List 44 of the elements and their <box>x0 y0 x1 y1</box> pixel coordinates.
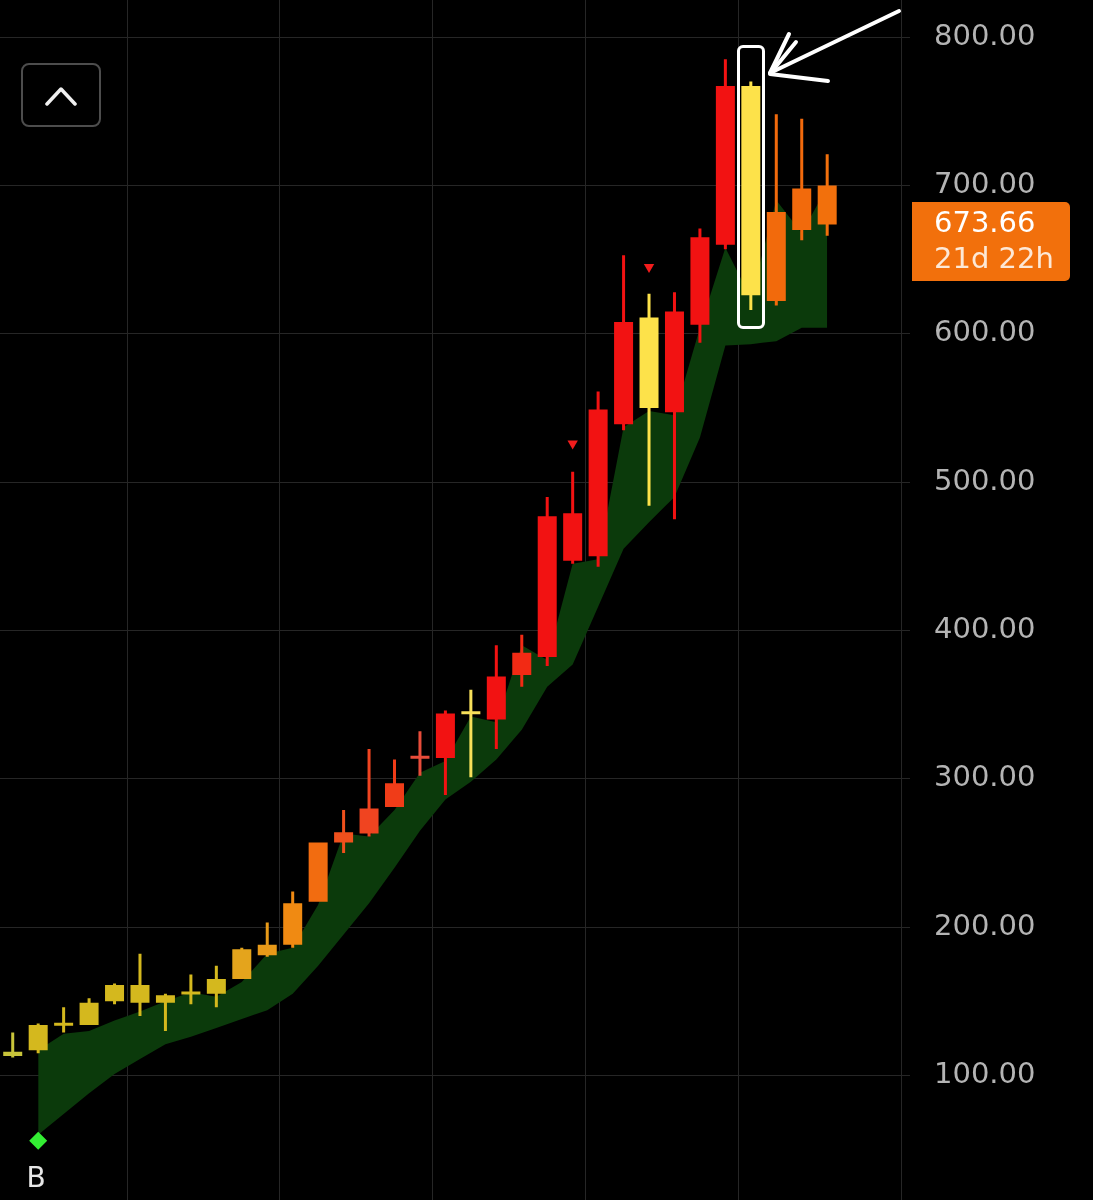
candlestick <box>79 998 99 1025</box>
candlestick <box>486 645 506 750</box>
y-tick-label: 400.00 <box>934 610 1036 645</box>
candlestick <box>308 842 328 902</box>
candlestick <box>385 759 405 807</box>
candlestick <box>28 1023 48 1054</box>
candlestick <box>105 983 125 1005</box>
y-tick-label: 700.00 <box>934 165 1036 200</box>
candlestick <box>54 1007 74 1033</box>
candlestick <box>664 292 684 520</box>
candlestick <box>715 59 735 250</box>
candlestick <box>614 255 634 431</box>
y-tick-label: 300.00 <box>934 759 1036 794</box>
candlestick <box>130 953 150 1017</box>
candlestick <box>766 114 786 306</box>
y-tick-label: 500.00 <box>934 462 1036 497</box>
candlestick <box>639 293 659 506</box>
candlestick <box>537 496 557 667</box>
candlestick <box>410 731 430 776</box>
candlestick <box>3 1032 23 1058</box>
candlestick <box>232 947 252 979</box>
series-label: B <box>26 1160 46 1194</box>
candlestick <box>435 710 455 796</box>
candlestick <box>155 993 175 1031</box>
candlestick <box>817 154 837 236</box>
candlestick <box>257 922 277 957</box>
candlestick <box>206 965 226 1008</box>
candlestick <box>283 891 303 948</box>
y-tick-label: 100.00 <box>934 1055 1036 1090</box>
candlestick <box>741 81 761 311</box>
y-tick-label: 800.00 <box>934 17 1036 52</box>
y-tick-label: 200.00 <box>934 907 1036 942</box>
candlestick <box>512 634 532 687</box>
candlestick <box>792 118 812 241</box>
candlestick <box>588 391 608 567</box>
text: 21d 22h <box>934 241 1054 276</box>
candlestick <box>563 471 583 564</box>
candlestick <box>359 749 379 837</box>
y-tick-label: 600.00 <box>934 314 1036 349</box>
text: 673.66 <box>934 205 1036 240</box>
candlestick <box>690 228 710 343</box>
candlestick <box>461 689 481 778</box>
candlestick <box>181 974 201 1005</box>
candlestick <box>334 809 354 853</box>
